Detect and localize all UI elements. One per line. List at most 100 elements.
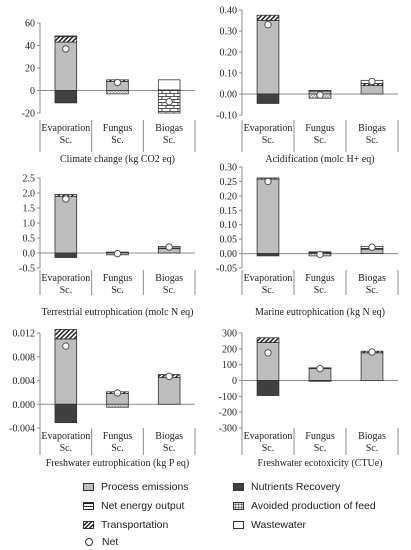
net-marker bbox=[264, 21, 272, 29]
chart-title: Freshwater eutrophication (kg P eq) bbox=[46, 458, 189, 469]
net-marker bbox=[368, 348, 376, 356]
y-tick-label: 0.20 bbox=[220, 48, 238, 59]
chart-title: Marine eutrophication (kg N eq) bbox=[255, 307, 385, 318]
bar-segment-nutrients-recovery bbox=[54, 252, 78, 258]
y-tick-label: 0.00 bbox=[220, 90, 238, 101]
y-tick-label: 1.0 bbox=[23, 219, 36, 230]
y-tick-label: 300 bbox=[222, 329, 237, 340]
y-tick-label: 0.25 bbox=[220, 177, 238, 188]
bar-segment-wastewater bbox=[54, 35, 78, 38]
category-label: Biogas Sc. bbox=[358, 273, 386, 296]
bar-segment-process-emissions bbox=[256, 342, 280, 381]
category-label: Biogas Sc. bbox=[155, 431, 183, 454]
chart-title: Climate change (kg CO2 eq) bbox=[60, 154, 175, 165]
category-label: Evaporation Sc. bbox=[41, 123, 90, 146]
y-tick-label: 0.20 bbox=[220, 191, 238, 202]
bar-segment-nutrients-recovery bbox=[256, 253, 280, 257]
net-marker bbox=[316, 250, 324, 259]
bar-segment-transportation bbox=[256, 14, 280, 21]
net-marker bbox=[368, 243, 376, 251]
y-tick-label: 1.5 bbox=[23, 204, 36, 215]
bar-segment-transportation bbox=[256, 337, 280, 343]
y-tick-label: 0.012 bbox=[13, 329, 36, 340]
category-label: Fungus Sc. bbox=[103, 431, 133, 454]
bar-segment-avoided-feed bbox=[308, 380, 332, 382]
category-label: Fungus Sc. bbox=[103, 123, 133, 146]
net-marker bbox=[62, 195, 70, 203]
y-tick-label: 0.0 bbox=[23, 249, 36, 260]
category-label: Fungus Sc. bbox=[305, 273, 335, 296]
net-marker bbox=[165, 372, 173, 381]
y-tick-label: 0.10 bbox=[220, 220, 238, 231]
net-marker bbox=[368, 77, 376, 86]
bar-segment-transportation bbox=[54, 36, 78, 43]
chart-panel-1: -20 0 20 40 60 Evaporation Sc. Fungus Sc. Biogas S… bbox=[22, 19, 196, 165]
y-tick-label: -0.05 bbox=[216, 264, 237, 275]
y-tick-label: 0.15 bbox=[220, 206, 238, 217]
y-tick-label: -20 bbox=[22, 109, 35, 120]
category-label: Evaporation Sc. bbox=[244, 123, 293, 146]
y-tick-label: 0.30 bbox=[220, 163, 238, 174]
net-marker bbox=[113, 389, 122, 397]
bar-segment-transportation bbox=[54, 329, 78, 340]
y-tick-label: 0.5 bbox=[23, 234, 36, 245]
bar-segment-process-emissions bbox=[157, 377, 181, 405]
bar-segment-nutrients-recovery bbox=[54, 90, 78, 104]
bar-segment-process-emissions bbox=[360, 352, 384, 381]
bar-segment-transportation bbox=[308, 90, 332, 92]
category-label: Evaporation Sc. bbox=[41, 273, 90, 296]
y-tick-label: -100 bbox=[219, 392, 237, 403]
bar-segment-nutrients-recovery bbox=[256, 380, 280, 396]
net-marker bbox=[113, 249, 122, 258]
y-tick-label: 0.30 bbox=[220, 27, 238, 38]
net-marker bbox=[316, 91, 324, 99]
y-tick-label: 0.004 bbox=[13, 376, 36, 387]
y-tick-label: 60 bbox=[25, 19, 35, 30]
category-label: Biogas Sc. bbox=[358, 431, 386, 454]
bar-segment-process-emissions bbox=[360, 85, 384, 95]
chart-title: Acidification (molc H+ eq) bbox=[265, 154, 374, 165]
category-label: Fungus Sc. bbox=[103, 273, 133, 296]
y-tick-label: 0.40 bbox=[220, 6, 238, 17]
chart-panel-5: -0.004 0.000 0.004 0.008 0.012 Evaporation Sc.… bbox=[9, 329, 196, 469]
bar-segment-nutrients-recovery bbox=[256, 93, 280, 104]
y-tick-label: 2.5 bbox=[23, 174, 36, 185]
y-tick-label: 2.0 bbox=[23, 189, 36, 200]
category-label: Evaporation Sc. bbox=[41, 431, 90, 454]
bar-segment-process-emissions bbox=[256, 20, 280, 95]
bar-segment-avoided-feed bbox=[106, 90, 129, 95]
net-marker bbox=[165, 243, 173, 251]
y-tick-label: 0.008 bbox=[13, 352, 36, 363]
category-label: Evaporation Sc. bbox=[244, 273, 293, 296]
net-marker bbox=[62, 342, 70, 350]
y-tick-label: 0.00 bbox=[220, 249, 238, 260]
chart-title: Terrestrial eutrophication (molc N eq) bbox=[41, 307, 193, 318]
net-marker bbox=[264, 177, 272, 186]
chart-panel-4: -0.05 0.00 0.05 0.10 0.15 0.20 0.25 0.30 Evapora… bbox=[216, 163, 399, 318]
y-tick-label: 200 bbox=[222, 344, 237, 355]
net-marker bbox=[113, 78, 122, 87]
y-tick-label: -0.10 bbox=[216, 111, 237, 122]
category-label: Fungus Sc. bbox=[305, 431, 335, 454]
net-marker bbox=[316, 364, 324, 373]
net-marker bbox=[165, 98, 173, 106]
bar-segment-nutrients-recovery bbox=[54, 403, 78, 424]
chart-panel-3: -0.5 0.0 0.5 1.0 1.5 2.0 2.5 Evaporation Sc. Fung… bbox=[19, 174, 196, 318]
net-marker bbox=[62, 45, 70, 53]
category-label: Biogas Sc. bbox=[155, 273, 183, 296]
chart-panel-2: -0.10 0.00 0.10 0.20 0.30 0.40 Evaporation Sc. F… bbox=[216, 6, 399, 165]
y-tick-label: 40 bbox=[25, 41, 35, 52]
bar-segment-wastewater bbox=[157, 79, 181, 91]
category-label: Biogas Sc. bbox=[358, 123, 386, 146]
chart-title: Freshwater ecotoxicity (CTUe) bbox=[258, 458, 383, 469]
category-label: Evaporation Sc. bbox=[244, 431, 293, 454]
y-tick-label: 0.000 bbox=[13, 400, 36, 411]
y-tick-label: -200 bbox=[219, 408, 237, 419]
y-tick-label: 0.05 bbox=[220, 235, 238, 246]
y-tick-label: 0 bbox=[30, 86, 35, 97]
y-tick-label: -0.5 bbox=[19, 264, 35, 275]
bar-segment-process-emissions bbox=[256, 178, 280, 254]
bar-segment-process-emissions bbox=[54, 196, 78, 254]
category-label: Biogas Sc. bbox=[155, 123, 183, 146]
